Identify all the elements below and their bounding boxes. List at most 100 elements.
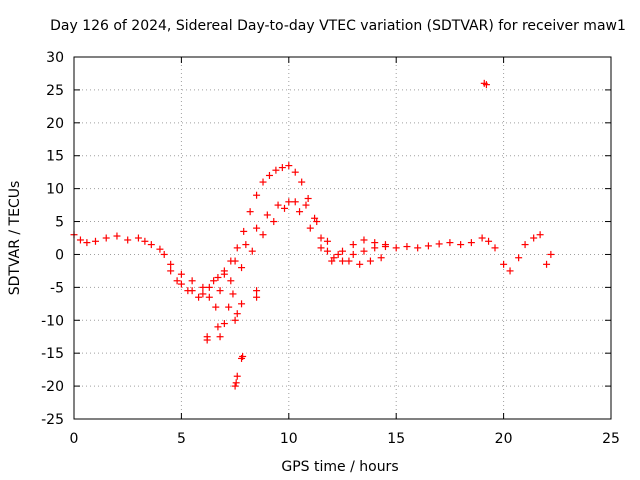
data-point — [435, 240, 443, 248]
data-point — [113, 232, 121, 240]
data-point — [177, 270, 185, 278]
data-point — [543, 260, 551, 268]
data-point — [349, 250, 357, 258]
data-point — [478, 234, 486, 242]
data-point — [328, 257, 336, 265]
data-point — [500, 260, 508, 268]
data-point — [259, 178, 267, 186]
data-point — [233, 244, 241, 252]
data-point — [253, 191, 261, 199]
data-point — [360, 247, 368, 255]
data-point — [253, 293, 261, 301]
data-point — [521, 241, 529, 249]
data-point — [220, 270, 228, 278]
data-points — [70, 79, 555, 390]
data-point — [392, 244, 400, 252]
data-point — [156, 245, 164, 253]
data-point — [147, 241, 155, 249]
x-axis-label: GPS time / hours — [281, 459, 398, 475]
data-point — [124, 236, 132, 244]
data-point — [313, 218, 321, 226]
data-point — [225, 303, 233, 311]
data-point — [371, 244, 379, 252]
data-point — [231, 382, 239, 390]
y-tick-label: 0 — [55, 247, 64, 263]
y-tick-labels: 30 25 20 15 10 5 0 -5 -10 -15 -20 -25 — [41, 50, 64, 428]
data-point — [231, 257, 239, 265]
data-point — [291, 168, 299, 176]
data-point — [345, 257, 353, 265]
data-point — [199, 290, 207, 298]
y-tick-label: -5 — [50, 280, 64, 296]
y-tick-label: -25 — [41, 412, 64, 428]
axis-ticks — [73, 56, 612, 420]
data-point — [547, 250, 555, 258]
data-point — [291, 198, 299, 206]
data-point — [253, 224, 261, 232]
y-axis-label: SDTVAR / TECUs — [7, 181, 23, 296]
data-point — [304, 195, 312, 203]
x-tick-label: 0 — [70, 431, 79, 447]
data-point — [281, 204, 289, 212]
x-tick-label: 15 — [387, 431, 405, 447]
data-point — [91, 237, 99, 245]
y-tick-label: 25 — [46, 83, 64, 99]
data-point — [83, 239, 91, 247]
data-point — [317, 244, 325, 252]
data-point — [482, 81, 490, 89]
data-point — [184, 287, 192, 295]
data-point — [272, 166, 280, 174]
data-point — [306, 224, 314, 232]
data-point — [214, 323, 222, 331]
data-point — [298, 178, 306, 186]
data-point — [240, 227, 248, 235]
data-point — [485, 237, 493, 245]
data-point — [339, 247, 346, 255]
y-tick-label: 30 — [46, 50, 64, 66]
x-tick-label: 10 — [280, 431, 298, 447]
data-point — [446, 239, 454, 247]
y-tick-label: -10 — [41, 313, 64, 329]
data-point — [239, 352, 247, 360]
data-point — [356, 260, 364, 268]
data-point — [317, 234, 325, 242]
data-point — [141, 237, 149, 245]
data-point — [457, 241, 465, 249]
data-point — [274, 201, 282, 209]
data-point — [360, 236, 368, 244]
data-point — [323, 247, 331, 255]
data-point — [233, 310, 241, 318]
data-point — [203, 336, 211, 344]
data-point — [231, 316, 239, 324]
x-tick-label: 5 — [177, 431, 186, 447]
data-point — [173, 277, 181, 285]
data-point — [366, 257, 374, 265]
data-point — [227, 277, 235, 285]
data-point — [246, 208, 254, 216]
x-tick-label: 25 — [602, 431, 620, 447]
data-point — [76, 236, 84, 244]
data-point — [381, 241, 389, 249]
data-point — [424, 242, 432, 250]
data-point — [214, 273, 222, 281]
y-tick-label: 15 — [46, 149, 64, 165]
data-point — [102, 234, 110, 242]
data-point — [216, 333, 224, 341]
data-point — [167, 260, 175, 268]
data-point — [134, 234, 142, 242]
data-point — [296, 208, 304, 216]
data-point — [285, 198, 293, 206]
data-point — [233, 372, 241, 380]
data-point — [205, 293, 213, 301]
plot-frame — [73, 56, 612, 420]
x-tick-labels: 0 5 10 15 20 25 — [70, 431, 620, 447]
data-point — [210, 277, 218, 285]
data-point — [188, 277, 196, 285]
data-point — [259, 231, 267, 239]
data-point — [229, 290, 237, 298]
data-point — [349, 241, 357, 249]
data-point — [238, 300, 246, 308]
data-point — [232, 379, 240, 387]
data-point — [506, 267, 514, 275]
